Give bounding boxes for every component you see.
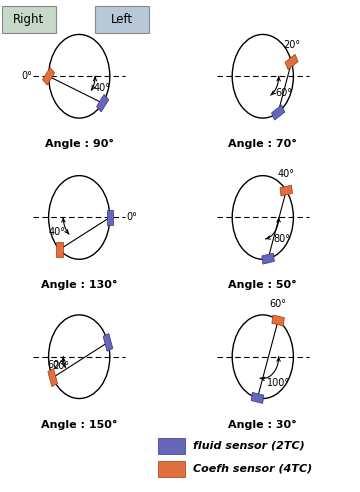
Text: fluid sensor (2TC): fluid sensor (2TC) [193, 441, 304, 451]
Text: 100°: 100° [267, 377, 290, 388]
Bar [280, 185, 292, 196]
Text: Left: Left [111, 13, 134, 26]
FancyBboxPatch shape [2, 6, 56, 33]
Text: 0°: 0° [127, 213, 138, 222]
Text: 20°: 20° [53, 361, 70, 371]
Text: 40°: 40° [94, 83, 111, 93]
FancyBboxPatch shape [95, 6, 149, 33]
Text: Angle : 130°: Angle : 130° [41, 280, 117, 290]
Bar [158, 461, 185, 477]
Text: 60°: 60° [47, 361, 64, 370]
Text: Angle : 150°: Angle : 150° [41, 419, 117, 430]
Text: 60°: 60° [270, 299, 287, 309]
Bar [262, 253, 274, 264]
Text: Coefh sensor (4TC): Coefh sensor (4TC) [193, 464, 312, 474]
Text: 60°: 60° [276, 88, 293, 98]
Bar [158, 438, 185, 454]
Text: Angle : 90°: Angle : 90° [45, 139, 114, 149]
Text: Angle : 70°: Angle : 70° [228, 139, 297, 149]
Bar [42, 67, 55, 85]
Bar [96, 94, 109, 112]
Text: Right: Right [13, 13, 44, 26]
Text: 0°: 0° [21, 71, 32, 81]
Bar [103, 334, 113, 351]
Bar [285, 54, 298, 69]
Text: Angle : 50°: Angle : 50° [229, 280, 297, 290]
Bar [251, 393, 264, 403]
Bar [271, 105, 285, 120]
Text: 40°: 40° [278, 169, 295, 179]
Text: 40°: 40° [48, 227, 66, 237]
Text: 20°: 20° [283, 40, 300, 50]
Bar [57, 242, 63, 257]
Bar [107, 210, 113, 225]
Text: Angle : 30°: Angle : 30° [229, 419, 297, 430]
Bar [48, 369, 58, 387]
Bar [272, 315, 284, 326]
Text: 80°: 80° [273, 234, 290, 244]
